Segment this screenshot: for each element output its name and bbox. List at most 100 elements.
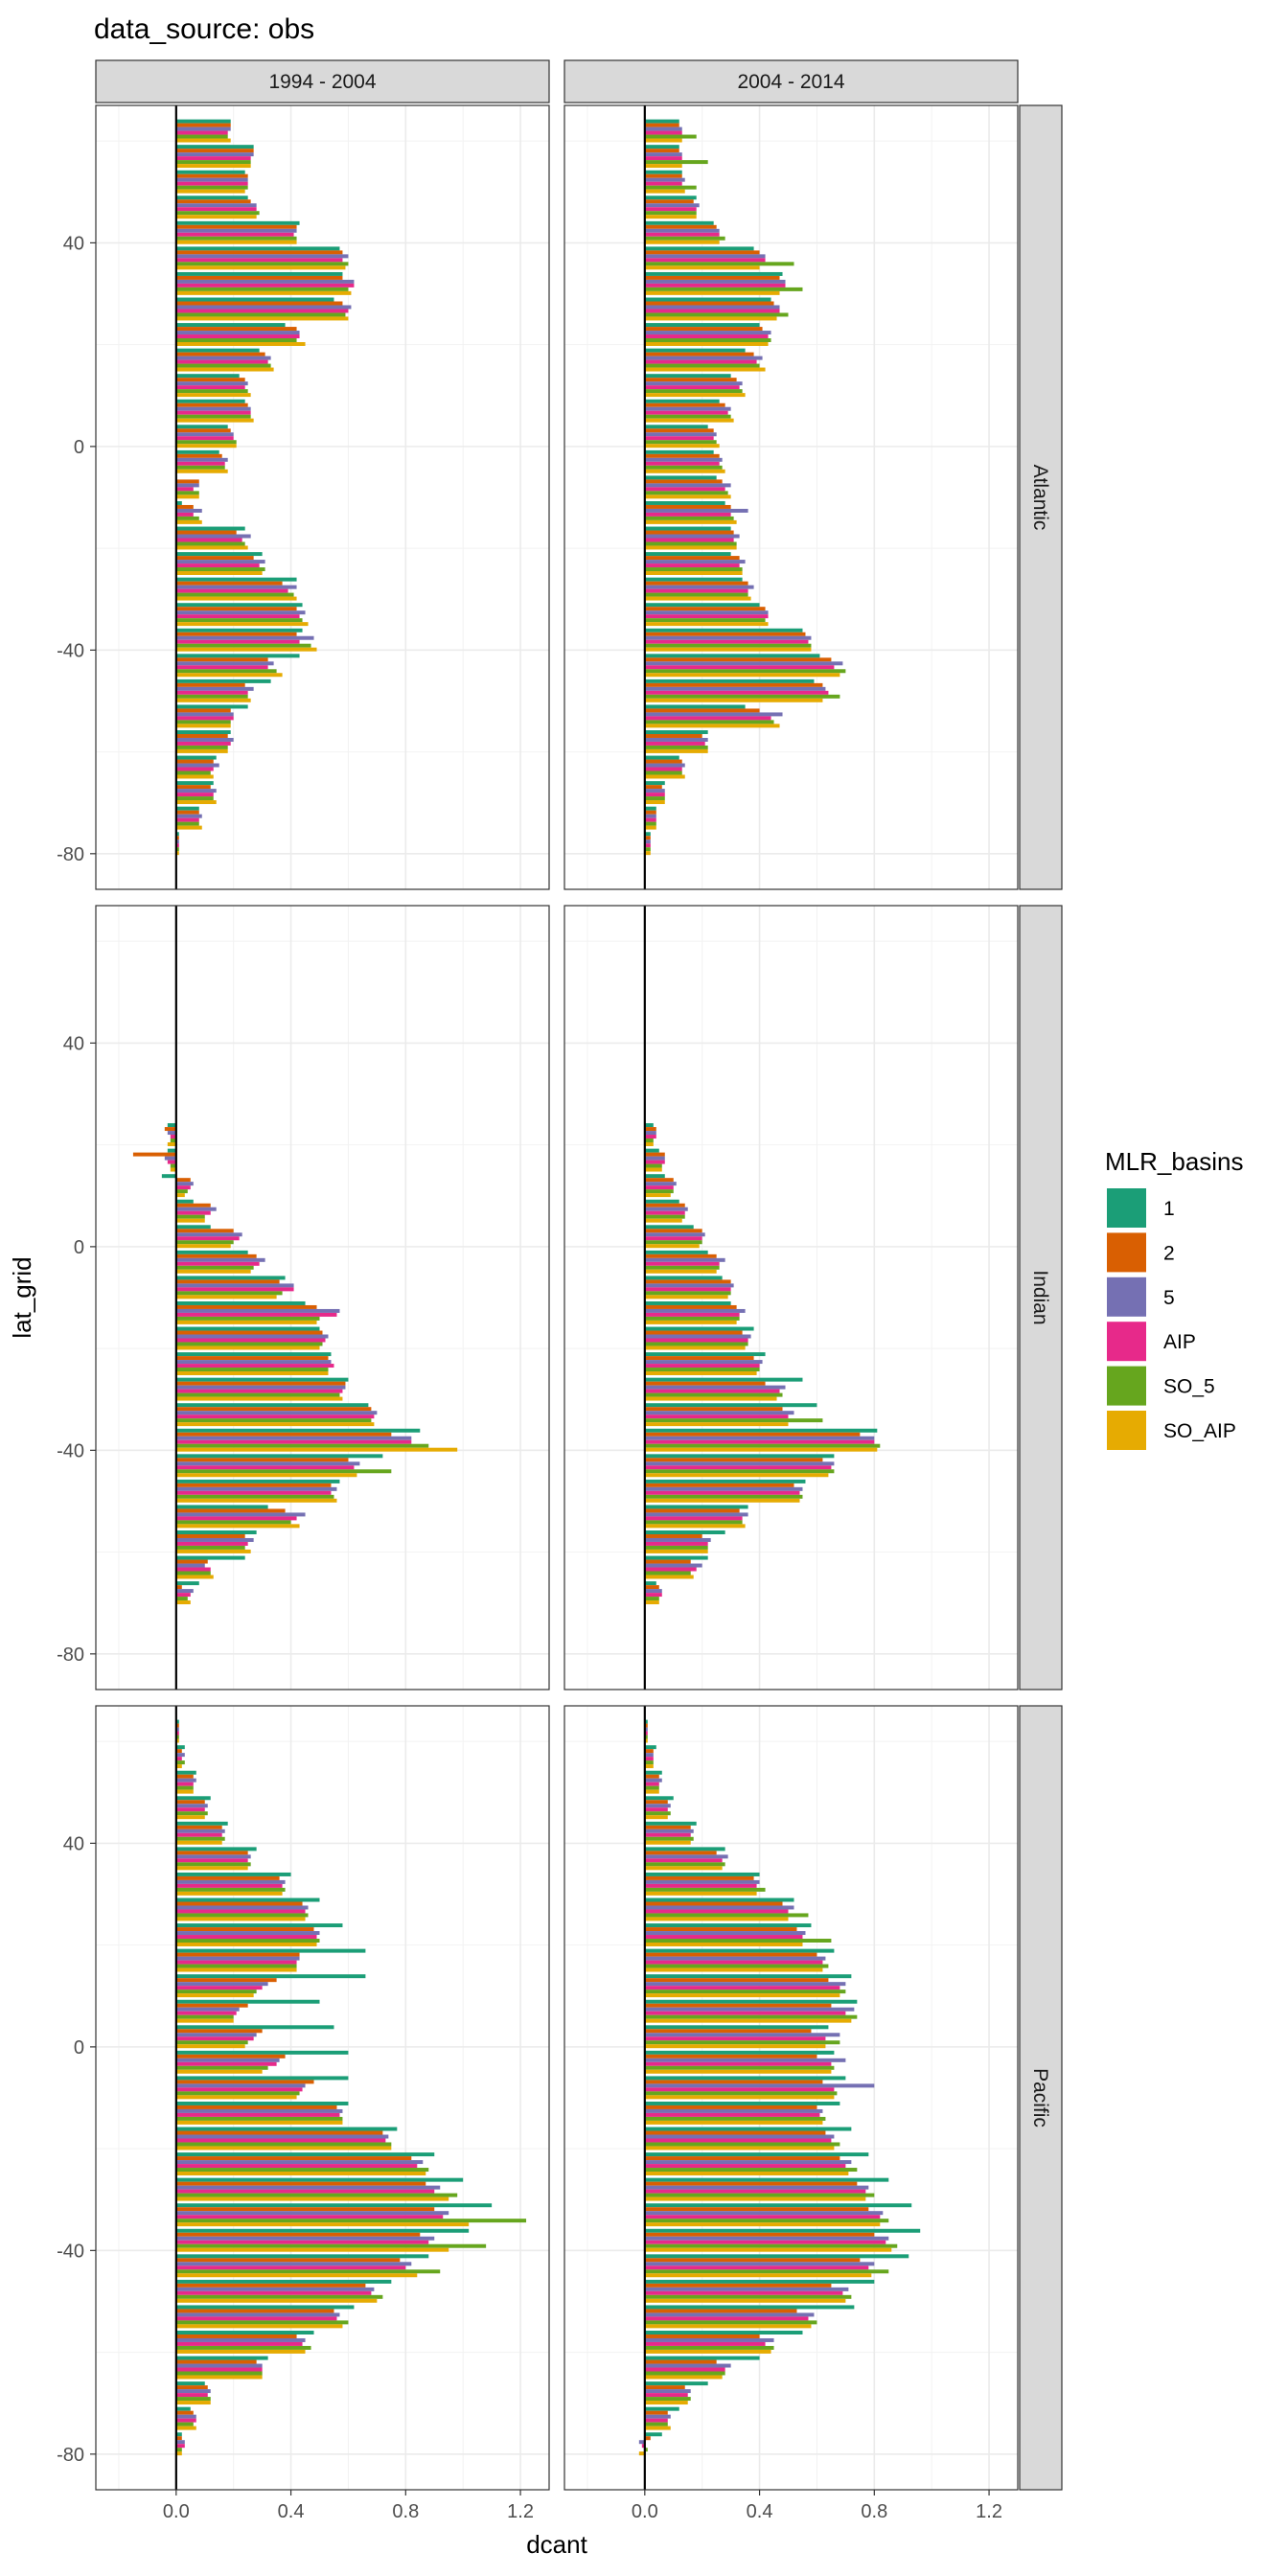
bar	[175, 1753, 185, 1758]
bar	[175, 1597, 188, 1601]
bar	[644, 173, 682, 178]
bar	[644, 745, 708, 749]
bar	[644, 1789, 659, 1794]
legend-label: SO_AIP	[1163, 1420, 1236, 1442]
bar	[644, 2164, 846, 2169]
bar	[175, 262, 349, 266]
bar	[644, 444, 720, 448]
bar	[644, 2345, 774, 2350]
bar	[644, 1854, 728, 1859]
bar	[644, 1334, 751, 1339]
bar	[175, 2389, 211, 2394]
strip-row-label: Atlantic	[1029, 465, 1051, 531]
bar	[644, 840, 651, 844]
bar	[644, 1778, 662, 1782]
bar	[175, 1545, 245, 1550]
bar	[644, 2371, 725, 2376]
bar	[644, 156, 682, 161]
bar	[175, 1403, 369, 1408]
bar	[175, 1389, 343, 1393]
bar	[175, 793, 214, 797]
bar	[644, 1368, 760, 1372]
bar	[175, 432, 234, 437]
bar	[175, 1407, 372, 1412]
bar	[175, 2254, 429, 2259]
bar	[175, 1993, 254, 1998]
bar	[644, 2331, 803, 2334]
bar	[175, 309, 349, 313]
bar	[644, 359, 757, 364]
bar	[644, 262, 794, 266]
bar	[175, 156, 251, 161]
bar	[644, 1858, 723, 1863]
bar	[644, 1439, 875, 1444]
bar	[644, 2287, 849, 2291]
bar	[175, 2177, 464, 2182]
bar	[644, 748, 708, 753]
bar	[644, 1458, 823, 1462]
bar	[175, 741, 231, 746]
bar	[644, 246, 754, 251]
bar	[175, 2014, 234, 2019]
bar	[175, 1356, 329, 1361]
bar	[644, 1807, 668, 1812]
bar	[644, 145, 679, 150]
bar	[175, 389, 248, 394]
bar	[644, 1593, 662, 1598]
bar	[644, 796, 665, 801]
bar	[175, 1193, 185, 1198]
bar	[641, 2444, 645, 2449]
bar	[644, 1559, 691, 1564]
bar	[175, 552, 263, 557]
bar	[644, 647, 812, 652]
bar	[644, 2290, 843, 2295]
legend-label: AIP	[1163, 1331, 1196, 1353]
bar	[644, 1931, 806, 1936]
bar	[644, 526, 731, 531]
bar	[175, 2337, 306, 2342]
bar	[644, 1454, 835, 1459]
bar	[164, 1127, 176, 1132]
bar	[175, 519, 202, 524]
bar	[644, 1203, 685, 1208]
bar	[175, 465, 225, 470]
bar	[175, 564, 260, 568]
bar	[644, 2069, 832, 2074]
bar	[644, 356, 763, 360]
bar	[175, 2076, 349, 2081]
bar	[644, 2240, 886, 2244]
panel-border	[564, 104, 1019, 890]
bar	[644, 712, 783, 717]
strip-row-label: Indian	[1029, 1270, 1051, 1324]
bar	[175, 2156, 412, 2161]
bar	[175, 639, 300, 644]
bar	[175, 1770, 196, 1775]
bar	[175, 2164, 418, 2169]
bar	[644, 1138, 654, 1142]
bar	[644, 1727, 648, 1732]
bar	[644, 2279, 875, 2284]
panel-indian-2004-2014	[564, 905, 1019, 1690]
bar	[175, 1901, 303, 1906]
bar	[644, 181, 682, 186]
bar	[175, 1396, 343, 1401]
bar	[175, 1905, 309, 1910]
bar	[175, 1287, 294, 1292]
bar	[175, 832, 179, 837]
bar	[644, 1447, 878, 1452]
bar	[175, 560, 265, 564]
bar	[175, 2172, 426, 2176]
bar	[175, 1917, 306, 1921]
bar	[175, 1236, 240, 1241]
bar	[175, 1974, 366, 1979]
bar	[170, 1163, 176, 1168]
bar	[644, 2014, 858, 2019]
bar	[644, 2262, 875, 2266]
bar	[644, 2142, 840, 2147]
bar	[644, 2316, 809, 2321]
bar	[175, 2160, 424, 2165]
bar	[644, 348, 746, 353]
bar	[175, 512, 194, 517]
legend-key-so-aip	[1107, 1411, 1146, 1450]
legend-label: 5	[1163, 1287, 1175, 1309]
